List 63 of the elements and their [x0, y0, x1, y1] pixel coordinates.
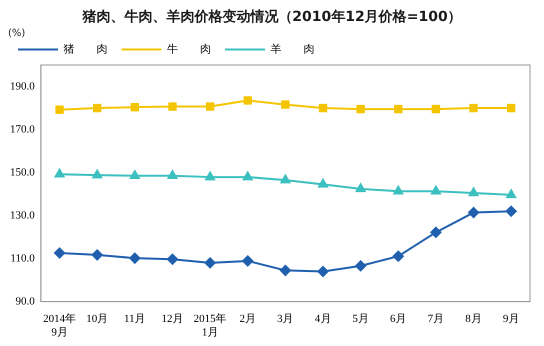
point	[318, 266, 329, 277]
point	[206, 102, 214, 111]
point	[394, 104, 402, 114]
point	[506, 189, 516, 198]
x-tick-label: 6月	[390, 313, 407, 326]
y-tick-label: 190.0	[10, 80, 36, 92]
point	[168, 102, 177, 111]
point	[205, 172, 216, 180]
point	[92, 249, 103, 260]
x-tick-label: 4月	[314, 313, 332, 326]
point	[393, 186, 404, 195]
point	[54, 247, 66, 258]
point	[507, 104, 516, 112]
point	[431, 186, 441, 195]
point	[356, 183, 366, 192]
y-tick-label: 150.0	[10, 166, 36, 178]
point	[506, 206, 517, 217]
point	[130, 170, 140, 180]
x-tick-label: 2014年 9月	[43, 313, 76, 338]
point	[168, 170, 178, 180]
chart-title: 猪肉、牛肉、羊肉价格变动情况（2010年12月价格=100）	[81, 8, 463, 26]
point	[469, 104, 478, 112]
point	[130, 102, 140, 112]
x-tick-label: 12月	[161, 313, 184, 326]
x-tick-label: 5月	[352, 313, 369, 326]
point	[468, 187, 478, 196]
x-tick-label: 2月	[239, 313, 256, 326]
point	[204, 257, 216, 268]
point	[355, 260, 366, 272]
point	[281, 100, 290, 109]
point	[242, 255, 254, 266]
x-tick-label: 7月	[428, 313, 444, 326]
y-tick-label: 90.0	[16, 295, 36, 308]
point	[468, 207, 480, 218]
legend-label: 牛 肉	[167, 42, 211, 56]
point	[92, 170, 102, 178]
point	[318, 178, 328, 188]
x-tick-label: 3月	[277, 313, 294, 326]
point	[430, 226, 442, 238]
x-tick-label: 9月	[502, 313, 520, 326]
point	[166, 254, 178, 265]
point	[392, 250, 404, 262]
point	[318, 104, 328, 112]
point	[129, 252, 140, 264]
point	[280, 264, 291, 276]
x-tick-label: 2015年 1月	[194, 313, 227, 338]
y-tick-label: 130.0	[10, 209, 36, 222]
legend-label: 羊 肉	[270, 44, 314, 56]
point	[356, 104, 365, 114]
point	[242, 172, 253, 180]
point	[93, 104, 102, 112]
point	[280, 174, 290, 184]
point	[55, 106, 64, 114]
x-tick-label: 8月	[465, 313, 482, 326]
y-tick-label: 110.0	[10, 252, 36, 264]
point	[54, 168, 64, 178]
x-tick-label: 11月	[124, 313, 146, 326]
x-tick-label: 10月	[86, 313, 108, 326]
y-tick-label: 170.0	[10, 123, 36, 136]
y-axis-title: (%)	[8, 28, 26, 39]
legend-label: 猪 肉	[64, 42, 108, 56]
point	[432, 104, 440, 114]
point	[244, 96, 252, 105]
